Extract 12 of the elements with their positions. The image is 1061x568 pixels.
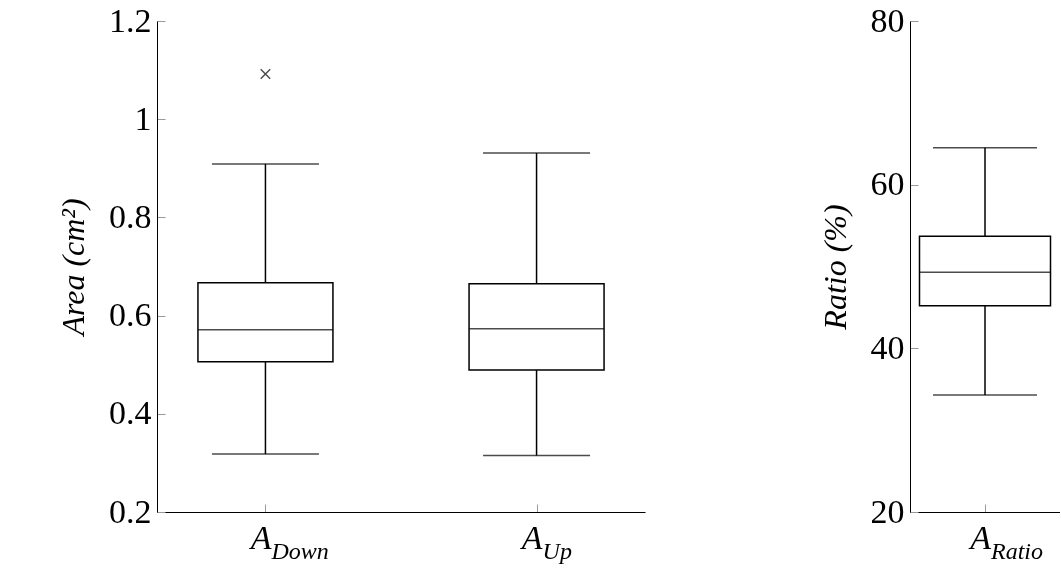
y-tick-label: 1.2 bbox=[109, 1, 152, 39]
y-tick-label: 20 bbox=[870, 492, 905, 530]
y-tick-label: 0.6 bbox=[109, 296, 152, 334]
y-tick-label: 80 bbox=[870, 1, 905, 39]
y-axis-title: Ratio (%) bbox=[816, 204, 853, 331]
y-tick-label: 0.8 bbox=[109, 197, 152, 235]
y-tick-label: 0.4 bbox=[109, 394, 152, 432]
y-tick-label: 1 bbox=[134, 99, 152, 137]
y-tick-label: 60 bbox=[870, 165, 905, 203]
y-tick-label: 0.2 bbox=[109, 492, 152, 530]
y-tick-label: 40 bbox=[870, 328, 905, 366]
y-axis-title: Area (cm²) bbox=[55, 198, 91, 338]
